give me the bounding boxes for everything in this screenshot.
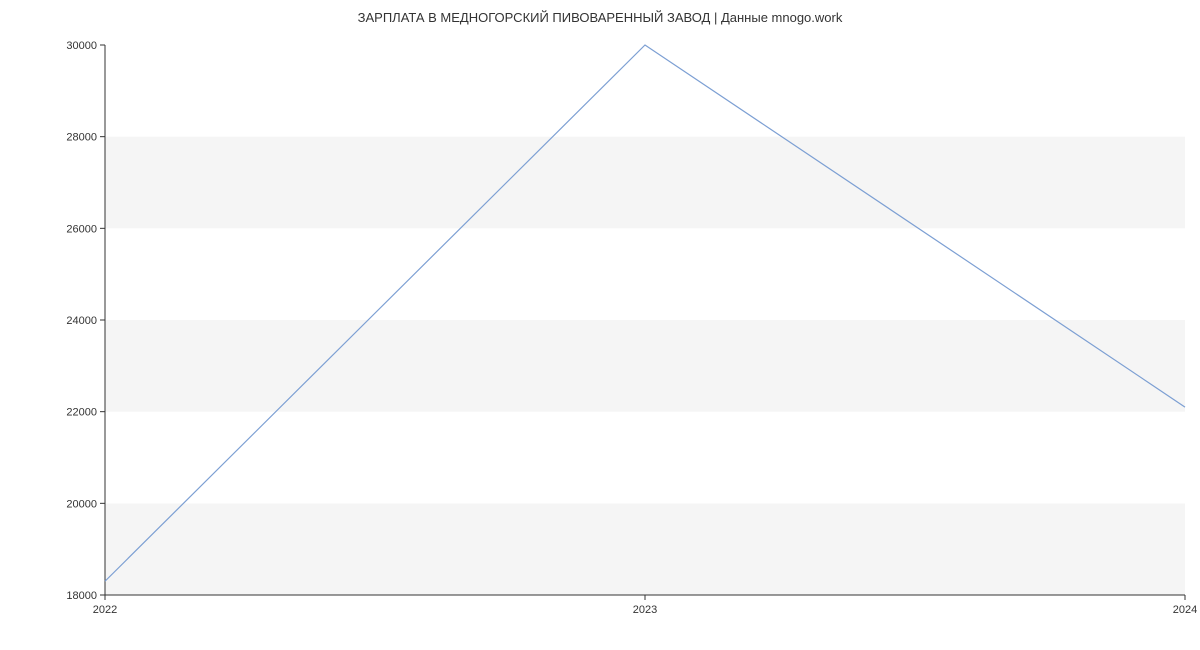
x-tick-label: 2022	[93, 604, 117, 616]
chart-svg: 18000 20000 22000 24000 26000 28000 30000 2022 2…	[0, 0, 1200, 650]
y-tick-label: 28000	[66, 132, 97, 144]
y-tick-label: 26000	[66, 223, 97, 235]
y-tick-label: 30000	[66, 40, 97, 52]
plot-band	[105, 137, 1185, 229]
plot-band	[105, 412, 1185, 504]
y-tick-label: 24000	[66, 315, 97, 327]
plot-band	[105, 228, 1185, 320]
plot-band	[105, 45, 1185, 137]
x-tick-label: 2023	[633, 604, 657, 616]
chart-title: ЗАРПЛАТА В МЕДНОГОРСКИЙ ПИВОВАРЕННЫЙ ЗАВ…	[0, 10, 1200, 25]
plot-band	[105, 503, 1185, 595]
plot-band	[105, 320, 1185, 412]
y-tick-label: 22000	[66, 407, 97, 419]
x-tick-label: 2024	[1173, 604, 1197, 616]
y-tick-label: 18000	[66, 590, 97, 602]
chart-container: ЗАРПЛАТА В МЕДНОГОРСКИЙ ПИВОВАРЕННЫЙ ЗАВ…	[0, 0, 1200, 650]
y-tick-label: 20000	[66, 498, 97, 510]
